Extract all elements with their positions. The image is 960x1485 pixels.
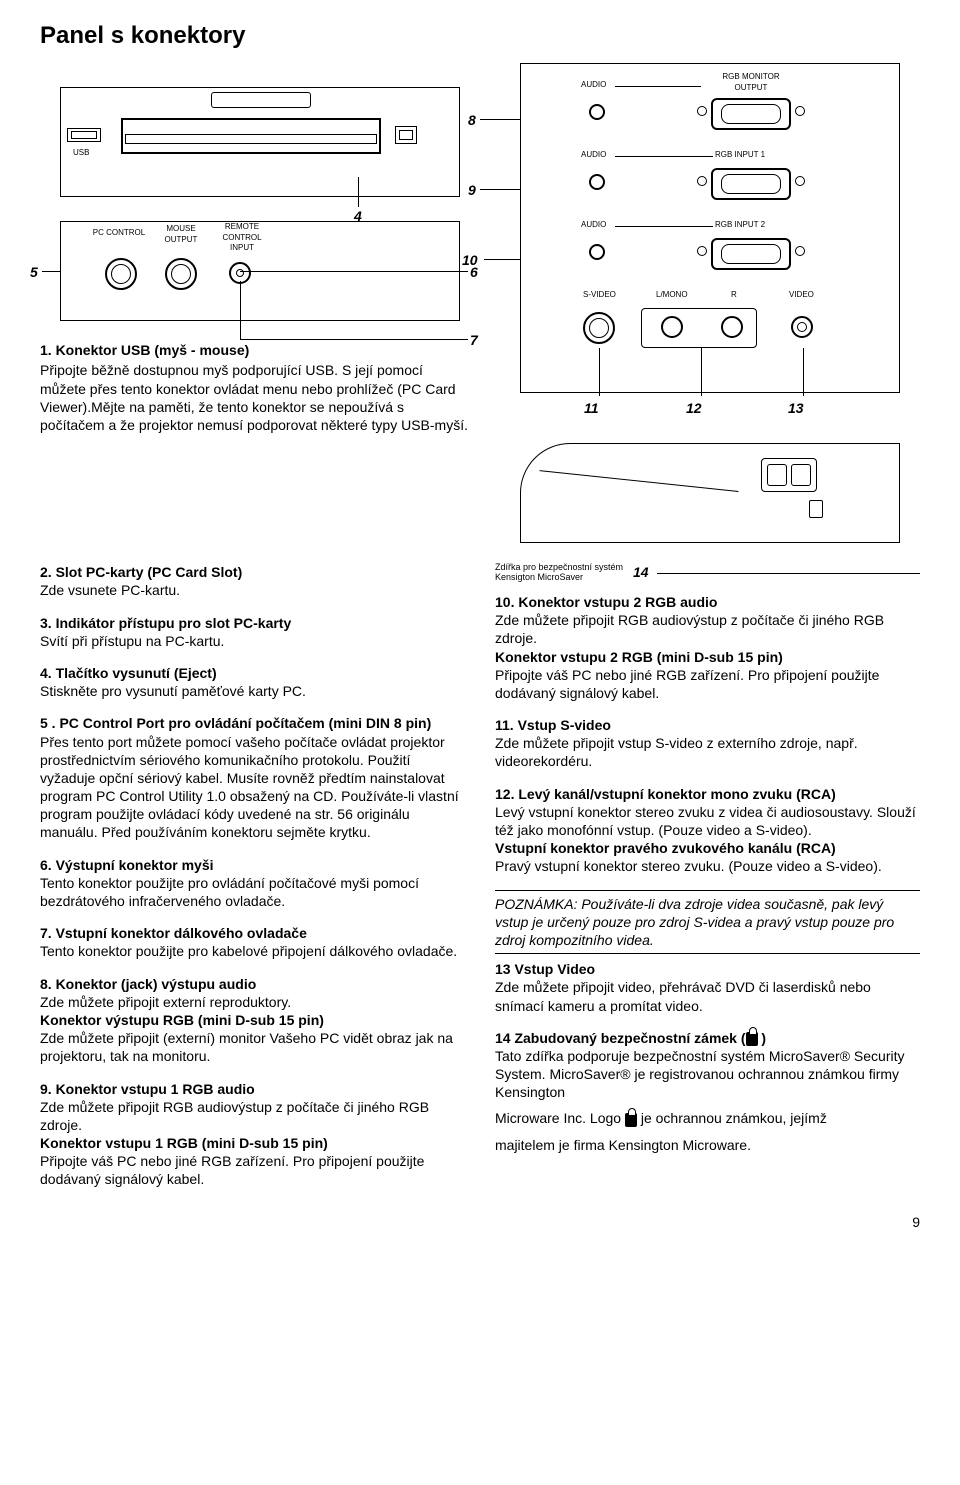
top-diagrams: 1 2 3 USB 4 5 [40,63,920,543]
sec2-text: Zde vsunete PC-kartu. [40,581,465,599]
sec10-sub: Konektor vstupu 2 RGB (mini D-sub 15 pin… [495,648,920,666]
item1-title: 1. Konektor USB (myš - mouse) [40,341,470,359]
sec4-text: Stiskněte pro vysunutí paměťové karty PC… [40,682,465,700]
sec4-title: 4. Tlačítko vysunutí (Eject) [40,664,465,682]
sec9-text: Zde můžete připojit RGB audiovýstup z po… [40,1098,465,1134]
callout-14: 14 [633,563,649,581]
item1-text: Připojte běžně dostupnou myš podporující… [40,361,470,434]
left-column: 2. Slot PC-karty (PC Card Slot) Zde vsun… [40,563,465,1202]
sec12-sub-text: Pravý vstupní konektor stereo zvuku. (Po… [495,857,920,875]
page-number-right: 9 [912,1213,920,1231]
video-label: VIDEO [789,290,814,300]
sec14-text3: majitelem je firma Kensington Microware. [495,1136,920,1154]
audio-label-1: AUDIO [581,80,606,90]
sec9-sub-text: Připojte váš PC nebo jiné RGB zařízení. … [40,1152,465,1188]
sec9-sub: Konektor vstupu 1 RGB (mini D-sub 15 pin… [40,1134,465,1152]
sec12-title: 12. Levý kanál/vstupní konektor mono zvu… [495,785,920,803]
sec6-text: Tento konektor použijte pro ovládání poč… [40,874,465,910]
sec14-title: 14 Zabudovaný bezpečnostní zámek ( [495,1030,746,1046]
sec14-text2b: je ochrannou známkou, jejímž [641,1110,827,1126]
svideo-label: S-VIDEO [583,290,616,300]
sec5-text: Přes tento port můžete pomocí vašeho poč… [40,733,465,842]
lmono-label: L/MONO [656,290,688,300]
sec13-title: 13 Vstup Video [495,960,920,978]
sec8-sub-text: Zde můžete připojit (externí) monitor Va… [40,1029,465,1065]
rgb1-label: RGB INPUT 1 [715,150,765,160]
sec8-text: Zde můžete připojit externí reproduktory… [40,993,465,1011]
sec3-title: 3. Indikátor přístupu pro slot PC-karty [40,614,465,632]
sec10-title: 10. Konektor vstupu 2 RGB audio [495,593,920,611]
remote-label: REMOTE CONTROL INPUT [217,222,267,253]
sec14-title-suffix: ) [758,1030,767,1046]
kensington-label: Zdířka pro bezpečnostní systém Kensigton… [495,563,625,583]
callout-10: 10 [462,251,478,269]
pc-control-label: PC CONTROL [91,228,147,238]
sec5-title: 5 . PC Control Port pro ovládání počítač… [40,714,465,732]
sec11-text: Zde můžete připojit vstup S-video z exte… [495,734,920,770]
sec10-text: Zde můžete připojit RGB audiovýstup z po… [495,611,920,647]
mouse-output-label: MOUSE OUTPUT [159,224,203,245]
sec13-text: Zde můžete připojit video, přehrávač DVD… [495,978,920,1014]
rgb2-label: RGB INPUT 2 [715,220,765,230]
r-label: R [731,290,737,300]
sec7-text: Tento konektor použijte pro kabelové při… [40,942,465,960]
page-title: Panel s konektory [40,20,920,51]
callout-13: 13 [788,399,804,417]
sec8-sub: Konektor výstupu RGB (mini D-sub 15 pin) [40,1011,465,1029]
kensington-callout: Zdířka pro bezpečnostní systém Kensigton… [495,563,920,583]
sec2-title: 2. Slot PC-karty (PC Card Slot) [40,563,465,581]
diagram-rgb-av: AUDIO RGB MONITOR OUTPUT AUDIO RGB INPUT… [520,63,900,393]
audio-label-2: AUDIO [581,150,606,160]
sec12-sub: Vstupní konektor pravého zvukového kanál… [495,839,920,857]
audio-label-3: AUDIO [581,220,606,230]
callout-8: 8 [468,111,476,129]
sec9-title: 9. Konektor vstupu 1 RGB audio [40,1080,465,1098]
body-columns: 2. Slot PC-karty (PC Card Slot) Zde vsun… [40,563,920,1202]
sec10-sub-text: Připojte váš PC nebo jiné RGB zařízení. … [495,666,920,702]
diagram-usb-slot: USB [60,87,460,197]
sec14-text2a: Microware Inc. Logo [495,1110,625,1126]
right-column: Zdířka pro bezpečnostní systém Kensigton… [495,563,920,1202]
sec12-text: Levý vstupní konektor stereo zvuku z vid… [495,803,920,839]
sec8-title: 8. Konektor (jack) výstupu audio [40,975,465,993]
diagram-lock [520,443,900,543]
lock-icon [746,1032,758,1046]
sec11-title: 11. Vstup S-video [495,716,920,734]
callout-12: 12 [686,399,702,417]
usb-label: USB [73,148,89,158]
rgb-mon-label: RGB MONITOR OUTPUT [711,72,791,93]
sec7-title: 7. Vstupní konektor dálkového ovladače [40,924,465,942]
callout-5: 5 [30,263,38,281]
note: POZNÁMKA: Používáte-li dva zdroje videa … [495,890,920,955]
sec14-text: Tato zdířka podporuje bezpečnostní systé… [495,1047,920,1102]
callout-11: 11 [584,399,599,417]
callout-7: 7 [470,331,478,349]
callout-9: 9 [468,181,476,199]
sec6-title: 6. Výstupní konektor myši [40,856,465,874]
sec3-text: Svítí při přístupu na PC-kartu. [40,632,465,650]
lock-icon-2 [625,1113,637,1127]
